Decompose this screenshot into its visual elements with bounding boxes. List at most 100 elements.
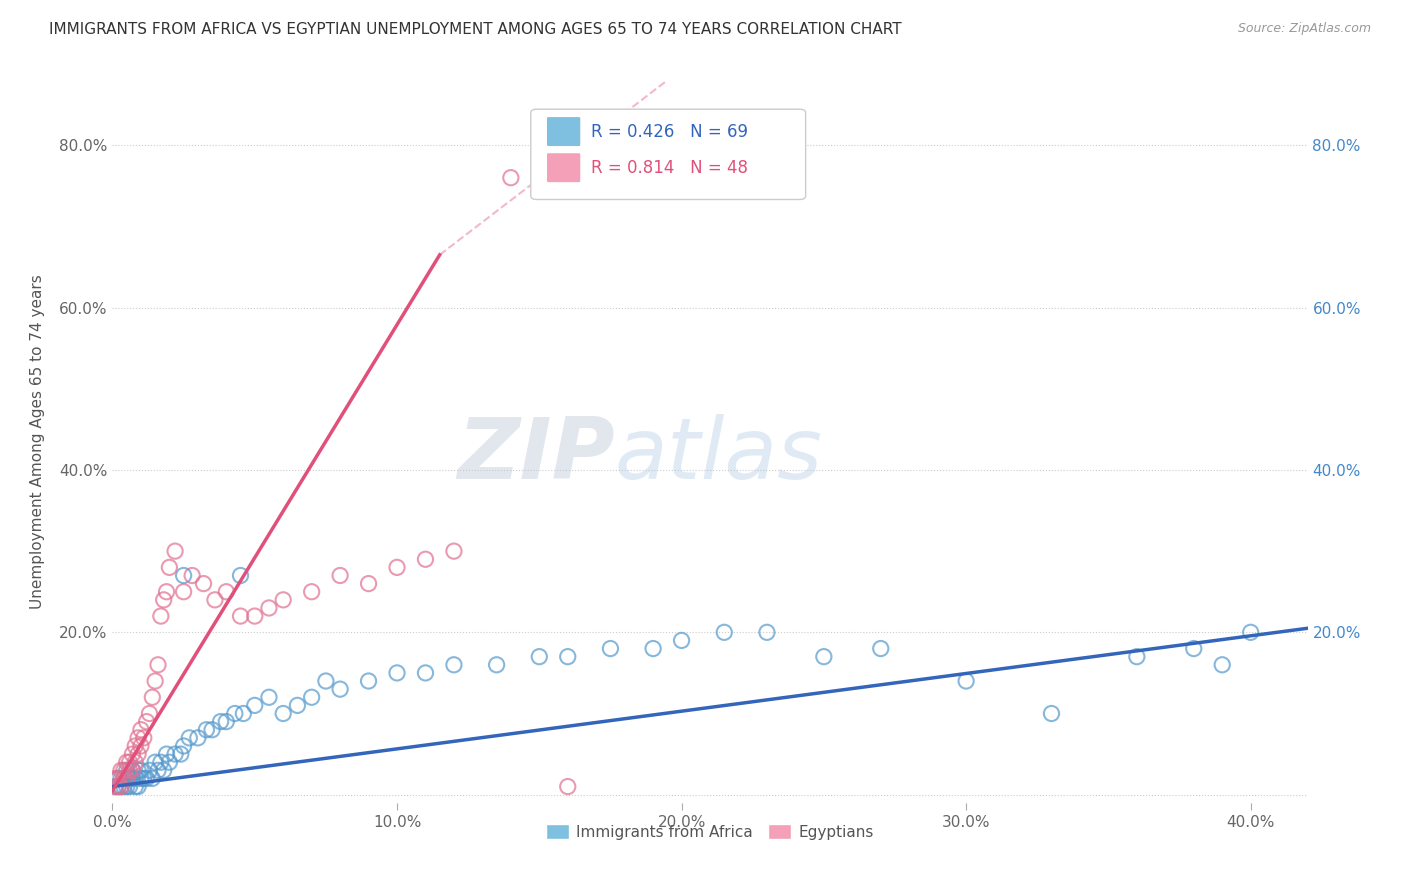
Point [121,747,143,761]
FancyBboxPatch shape [531,109,806,200]
Point [813,649,835,664]
Point [129,764,152,778]
Point [385,665,408,680]
Point [121,764,143,778]
Point [143,755,166,769]
FancyBboxPatch shape [547,117,581,147]
Point [110,772,132,786]
Text: ZIP: ZIP [457,415,614,498]
Point [557,649,579,664]
Point [129,739,152,753]
Text: Source: ZipAtlas.com: Source: ZipAtlas.com [1237,22,1371,36]
Point [112,772,135,786]
Point [127,764,149,778]
Point [110,764,132,778]
Point [124,780,146,794]
Point [115,764,138,778]
Point [271,592,294,607]
Point [243,609,266,624]
Point [152,764,174,778]
Point [112,780,135,794]
Point [315,673,337,688]
Point [124,755,146,769]
Point [132,731,155,745]
Point [146,657,169,672]
Point [141,690,163,705]
Point [132,772,155,786]
Point [124,772,146,786]
Point [287,698,309,713]
Point [110,780,132,794]
Point [643,641,665,656]
Text: IMMIGRANTS FROM AFRICA VS EGYPTIAN UNEMPLOYMENT AMONG AGES 65 TO 74 YEARS CORREL: IMMIGRANTS FROM AFRICA VS EGYPTIAN UNEMP… [49,22,901,37]
Point [138,764,160,778]
Point [155,584,177,599]
Point [1040,706,1063,721]
Point [329,568,352,582]
Point [599,641,621,656]
Point [112,772,135,786]
Point [118,764,141,778]
Point [115,780,138,794]
Point [187,731,209,745]
Point [121,772,143,786]
Point [257,601,280,615]
Point [157,755,180,769]
Point [869,641,891,656]
Point [229,609,252,624]
Point [110,780,132,794]
Point [129,772,152,786]
Point [499,170,522,185]
Text: R = 0.426   N = 69: R = 0.426 N = 69 [591,122,748,141]
Point [232,706,254,721]
Point [149,609,172,624]
Point [215,714,238,729]
Point [529,649,551,664]
Point [224,706,246,721]
Point [149,755,172,769]
Point [157,560,180,574]
Point [193,576,215,591]
Point [1126,649,1149,664]
Point [155,747,177,761]
Point [152,592,174,607]
Point [243,698,266,713]
Point [557,780,579,794]
Point [1211,657,1233,672]
Point [107,780,129,794]
Point [181,568,204,582]
Point [165,747,187,761]
Point [118,780,141,794]
Point [129,723,152,737]
Point [301,690,323,705]
Point [118,772,141,786]
Point [127,731,149,745]
Point [170,747,193,761]
Point [173,739,195,753]
Point [135,714,157,729]
Point [201,723,224,737]
Point [115,755,138,769]
Point [229,568,252,582]
Point [755,625,778,640]
Point [104,780,127,794]
Point [104,772,127,786]
Point [118,755,141,769]
Point [415,552,437,566]
Point [204,592,226,607]
Point [115,772,138,786]
Point [143,673,166,688]
Point [301,584,323,599]
Y-axis label: Unemployment Among Ages 65 to 74 years: Unemployment Among Ages 65 to 74 years [31,274,45,609]
Point [671,633,693,648]
Point [127,780,149,794]
Point [329,682,352,697]
Point [195,723,218,737]
FancyBboxPatch shape [547,153,581,183]
Point [124,739,146,753]
Point [165,544,187,558]
Text: atlas: atlas [614,415,823,498]
Point [271,706,294,721]
Point [415,665,437,680]
Point [179,731,201,745]
